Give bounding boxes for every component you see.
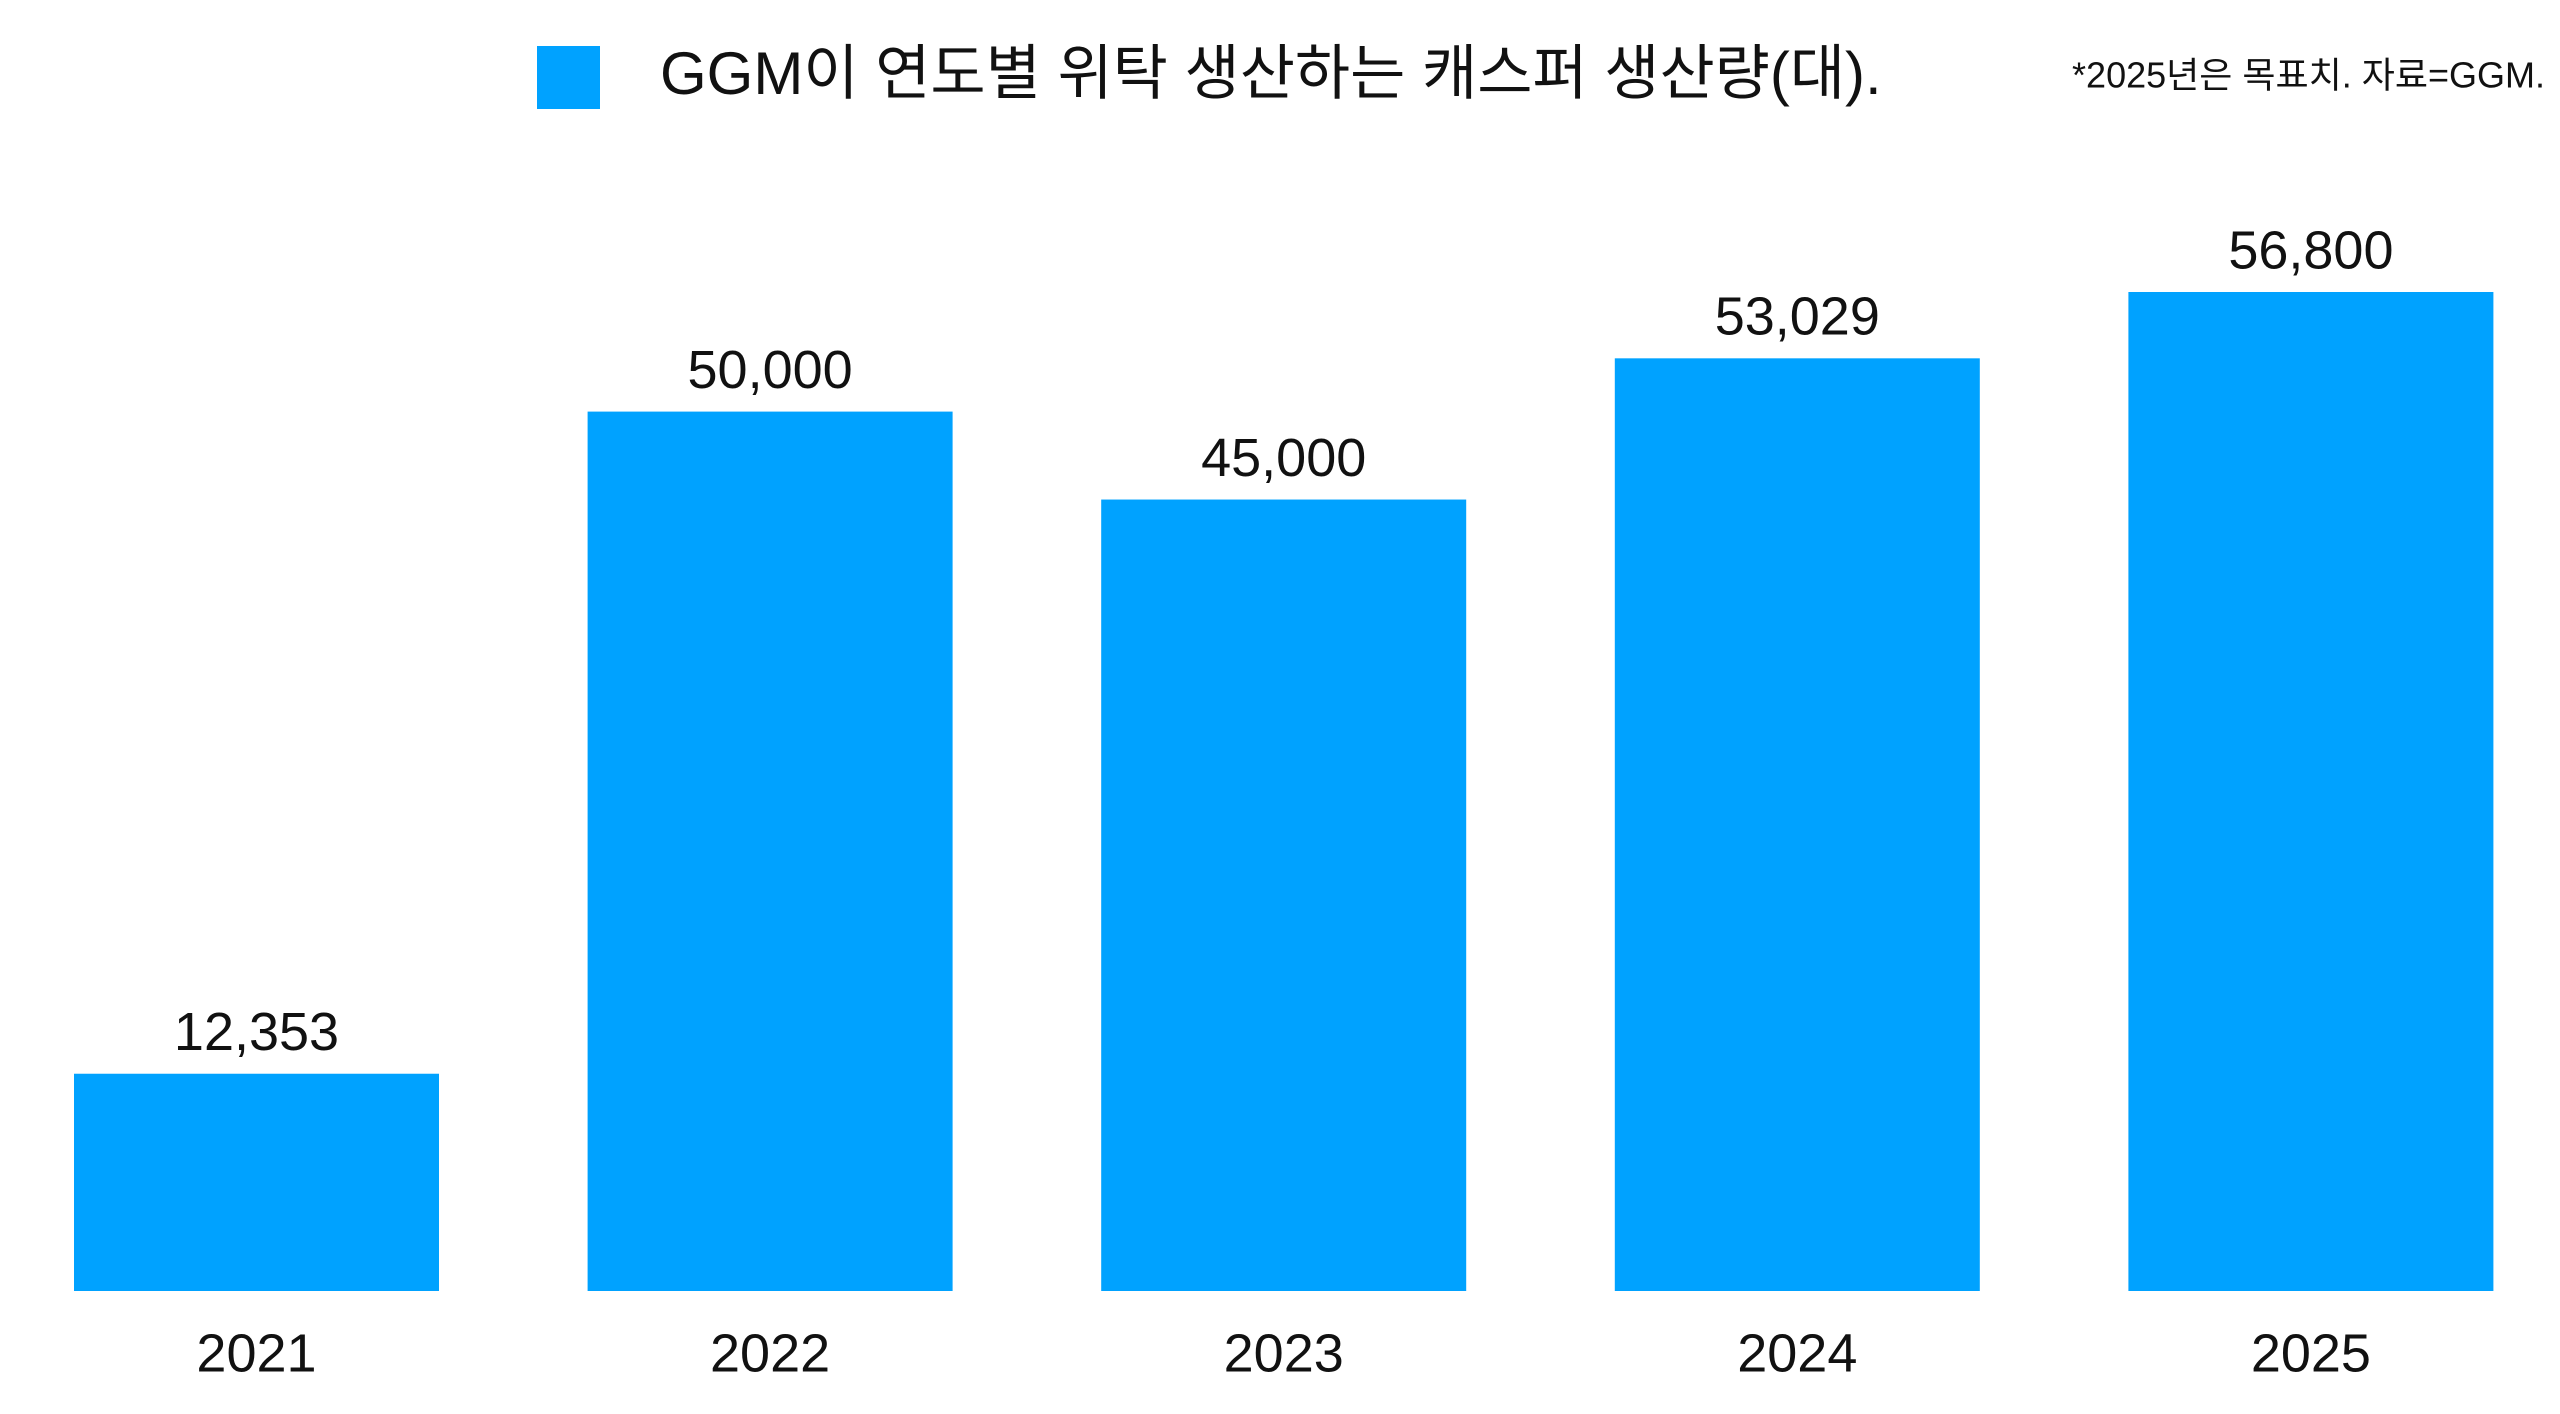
annotation: *2025년은 목표치. 자료=GGM. [2072, 55, 2545, 96]
value-label: 45,000 [1201, 428, 1366, 488]
legend-swatch [537, 46, 600, 109]
value-label: 56,800 [2228, 220, 2393, 280]
bar [2128, 292, 2494, 1291]
bar [1614, 358, 1980, 1291]
value-label: 53,029 [1715, 287, 1880, 347]
x-tick-label: 2023 [1224, 1323, 1344, 1383]
x-tick-label: 2025 [2251, 1323, 2371, 1383]
x-tick-label: 2022 [710, 1323, 830, 1383]
value-label: 50,000 [688, 340, 853, 400]
x-tick-label: 2021 [196, 1323, 316, 1383]
x-tick-label: 2024 [1737, 1323, 1857, 1383]
bar [587, 411, 953, 1291]
bar [74, 1073, 439, 1291]
value-label: 12,353 [174, 1002, 339, 1062]
bar [1101, 499, 1467, 1292]
legend-label: GGM이 연도별 위탁 생산하는 캐스퍼 생산량(대). [660, 40, 1882, 107]
